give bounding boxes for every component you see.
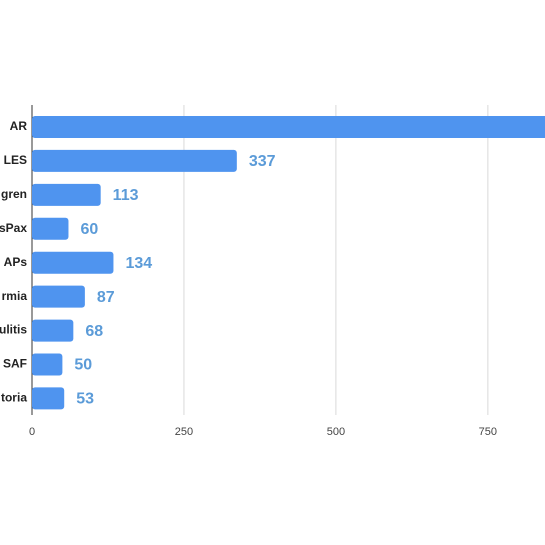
bar [32,387,65,410]
y-tick-label: ulitis [0,323,27,337]
bar [32,217,69,240]
value-label: 337 [249,153,276,170]
x-tick-label: 250 [175,426,193,438]
value-label: 68 [85,323,103,340]
bar [32,319,74,342]
bar [32,251,114,274]
value-label: 134 [125,255,152,272]
x-tick-label: 500 [327,426,345,438]
y-tick-label: toria [1,391,27,405]
value-label: 50 [74,357,92,374]
labels: 0 250 500 750 AR LES 337 gren 113 sPax 60 APs 134 rmi… [0,119,497,438]
bars [32,116,545,410]
bar [32,116,545,138]
bar [32,353,63,376]
bar [32,149,237,172]
value-label: 113 [113,187,139,204]
value-label: 87 [97,289,115,306]
x-tick-label: 0 [29,426,35,438]
y-tick-label: AR [10,119,28,133]
x-tick-label: 750 [479,426,497,438]
y-tick-label: rmia [2,289,28,303]
y-tick-label: LES [4,153,27,167]
y-tick-label: sPax [0,221,27,235]
value-label: 53 [76,391,94,408]
bar [32,285,85,308]
y-tick-label: gren [1,187,27,201]
y-tick-label: SAF [3,357,27,371]
bar [32,183,101,206]
value-label: 60 [80,221,98,238]
y-tick-label: APs [4,255,28,269]
